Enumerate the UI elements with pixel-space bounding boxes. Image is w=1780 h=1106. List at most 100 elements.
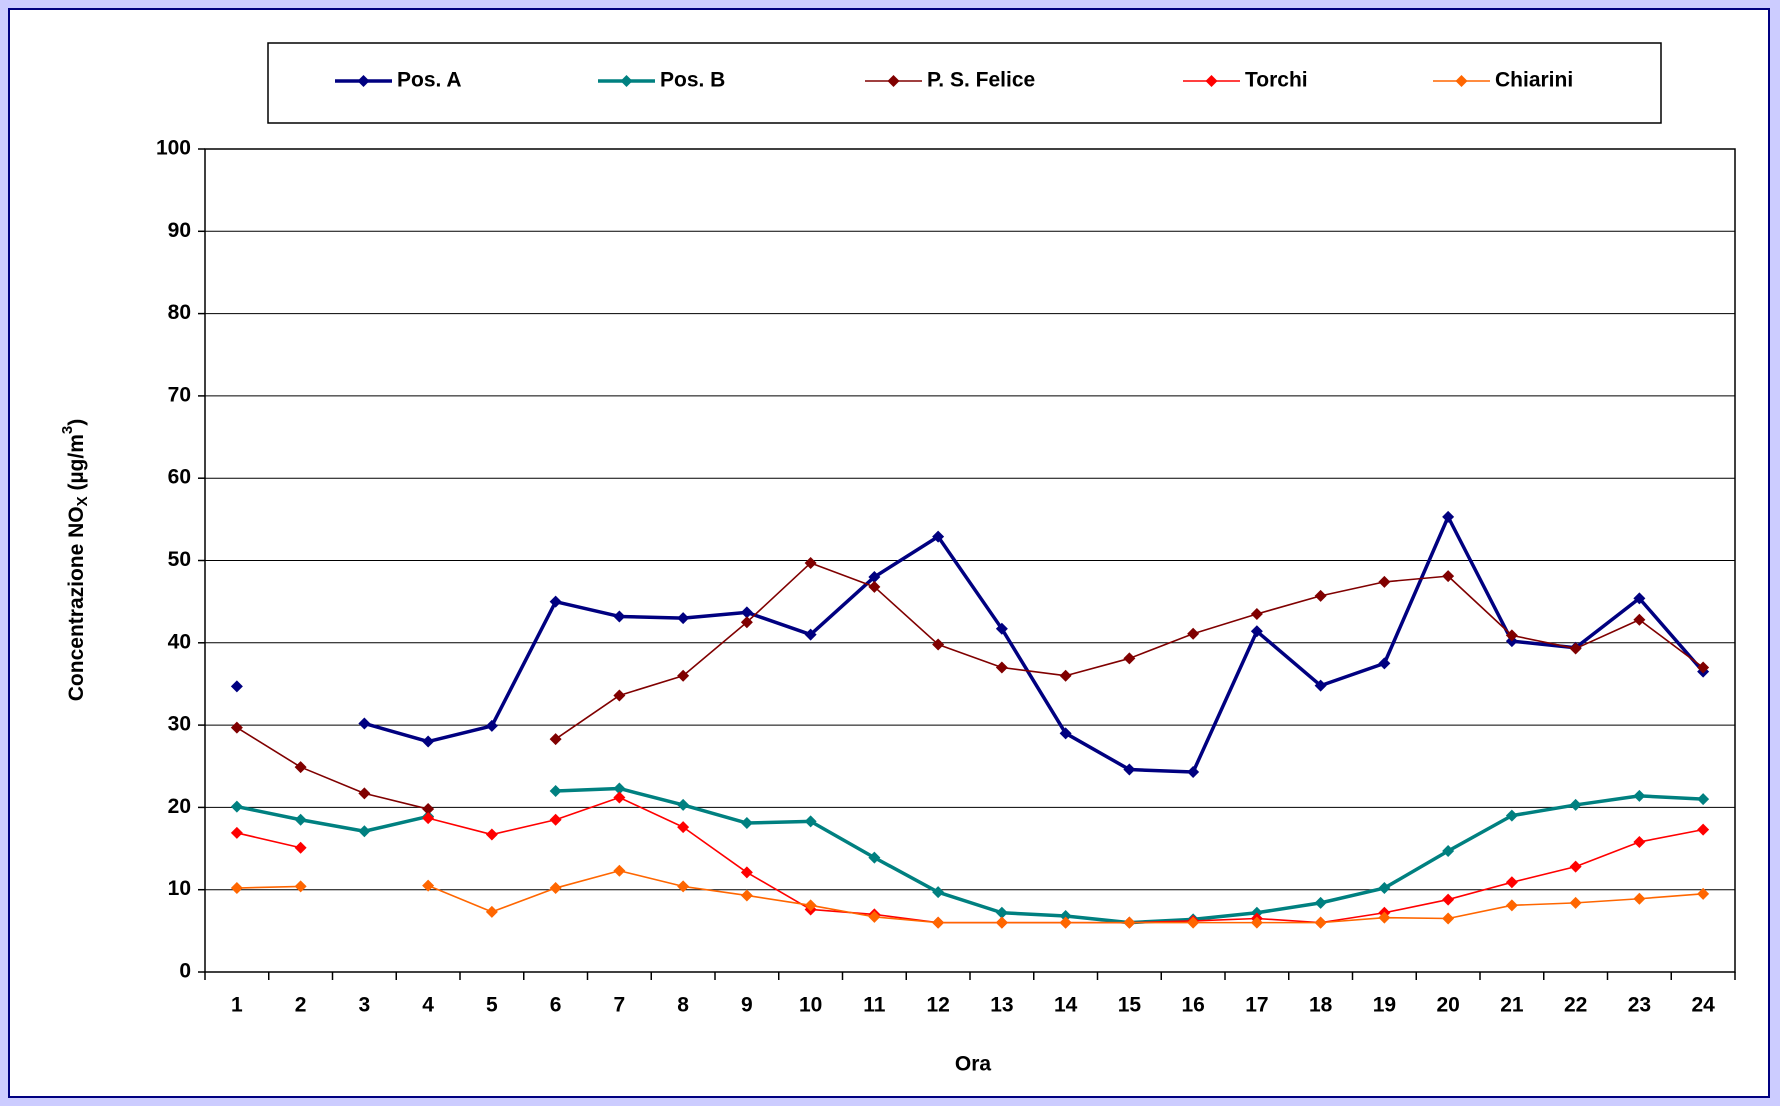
x-tick-label: 9	[741, 994, 753, 1017]
point-marker	[358, 717, 371, 730]
point-marker	[294, 880, 307, 893]
point-marker	[1505, 899, 1518, 912]
point-marker	[613, 782, 626, 795]
point-marker	[1378, 882, 1391, 895]
point-marker	[422, 803, 435, 816]
point-marker	[1505, 809, 1518, 822]
point-marker	[1250, 625, 1263, 638]
point-marker	[1314, 916, 1327, 929]
y-label-sup: 3	[59, 426, 76, 434]
y-label-part: Concentrazione NO	[65, 506, 88, 701]
point-marker	[613, 791, 626, 804]
legend-marker	[620, 75, 633, 87]
x-tick-label: 13	[990, 994, 1013, 1017]
point-marker	[1123, 763, 1136, 776]
point-marker	[1442, 845, 1455, 858]
y-tick-label: 30	[168, 713, 191, 736]
point-marker	[549, 784, 562, 797]
y-tick-label: 40	[168, 630, 191, 653]
x-tick-label: 23	[1628, 994, 1651, 1017]
x-tick-label: 3	[359, 994, 371, 1017]
point-marker	[740, 616, 753, 629]
point-marker	[613, 689, 626, 702]
x-tick-label: 2	[295, 994, 307, 1017]
point-marker	[740, 817, 753, 830]
point-marker	[1633, 592, 1646, 605]
point-marker	[358, 787, 371, 800]
point-marker	[1633, 835, 1646, 848]
point-marker	[804, 556, 817, 569]
point-marker	[868, 570, 881, 583]
point-marker	[1314, 589, 1327, 602]
legend-label: Pos. A	[397, 69, 462, 92]
point-marker	[1697, 661, 1710, 674]
x-tick-label: 12	[926, 994, 949, 1017]
x-tick-label: 18	[1309, 994, 1333, 1017]
point-marker	[549, 813, 562, 826]
point-marker	[740, 866, 753, 879]
series-line	[363, 515, 1705, 774]
point-marker	[1569, 860, 1582, 873]
x-axis-label: Ora	[955, 1053, 992, 1076]
point-marker	[932, 916, 945, 929]
point-marker	[613, 864, 626, 877]
point-marker	[230, 826, 243, 839]
point-marker	[549, 882, 562, 895]
point-marker	[1569, 896, 1582, 909]
point-marker	[1187, 916, 1200, 929]
point-marker	[1250, 607, 1263, 620]
point-marker	[1697, 823, 1710, 836]
x-tick-label: 20	[1436, 994, 1459, 1017]
x-tick-label: 8	[677, 994, 689, 1017]
point-marker	[677, 612, 690, 625]
y-tick-label: 60	[168, 466, 191, 489]
point-marker	[230, 721, 243, 734]
legend-label: Pos. B	[660, 69, 725, 92]
x-tick-label: 15	[1118, 994, 1142, 1017]
point-marker	[804, 815, 817, 828]
x-tick-label: 19	[1373, 994, 1396, 1017]
point-marker	[1123, 916, 1136, 929]
x-tick-label: 4	[422, 994, 434, 1017]
point-marker	[1633, 892, 1646, 905]
legend-box	[267, 42, 1662, 124]
point-marker	[868, 910, 881, 923]
point-marker	[677, 669, 690, 682]
point-marker	[995, 661, 1008, 674]
point-marker	[230, 680, 243, 693]
point-marker	[1442, 570, 1455, 583]
point-marker	[740, 606, 753, 619]
point-marker	[1059, 727, 1072, 740]
x-tick-label: 5	[486, 994, 498, 1017]
point-marker	[294, 813, 307, 826]
y-label-part: )	[65, 419, 88, 426]
y-tick-label: 80	[168, 301, 191, 324]
x-tick-label: 11	[863, 994, 886, 1017]
point-marker	[1187, 766, 1200, 779]
point-marker	[804, 628, 817, 641]
point-marker	[1442, 893, 1455, 906]
point-marker	[1697, 887, 1710, 900]
point-marker	[932, 886, 945, 899]
x-tick-label: 17	[1245, 994, 1268, 1017]
point-marker	[1378, 911, 1391, 924]
y-tick-label: 10	[168, 877, 191, 900]
y-tick-label: 20	[168, 795, 191, 818]
point-marker	[1059, 910, 1072, 923]
legend-label: Torchi	[1245, 69, 1308, 92]
x-tick-label: 24	[1691, 994, 1715, 1017]
point-marker	[1314, 896, 1327, 909]
point-marker	[1187, 627, 1200, 640]
point-marker	[1633, 789, 1646, 802]
point-marker	[868, 851, 881, 864]
point-marker	[1569, 798, 1582, 811]
point-marker	[1378, 657, 1391, 670]
x-tick-label: 7	[614, 994, 626, 1017]
legend-marker	[357, 75, 370, 87]
point-marker	[995, 916, 1008, 929]
point-marker	[868, 580, 881, 593]
point-marker	[1314, 679, 1327, 692]
point-marker	[549, 595, 562, 608]
point-marker	[1442, 510, 1455, 523]
point-marker	[1505, 629, 1518, 642]
